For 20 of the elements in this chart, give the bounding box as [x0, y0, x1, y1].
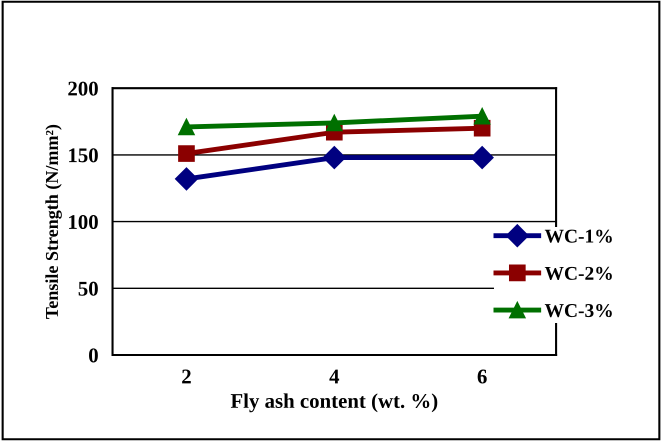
y-tick-label: 100 [69, 214, 98, 230]
legend-label: WC-2% [544, 266, 612, 280]
x-tick-label: 6 [478, 370, 487, 384]
y-tick-label: 50 [78, 282, 98, 296]
point [326, 114, 343, 132]
y-tick-label: 150 [69, 148, 98, 162]
legend-label: WC-1% [544, 230, 612, 243]
y-axis-title: Tensile Strength (N/mm²) [45, 124, 62, 319]
point [322, 146, 346, 170]
point [174, 167, 198, 190]
point [470, 146, 494, 170]
x-tick-label: 2 [182, 370, 191, 384]
legend-label: WC-3% [544, 304, 612, 318]
point [178, 145, 195, 162]
point [178, 118, 195, 136]
x-axis-title: Fly ash content (wt. %) [230, 393, 438, 412]
y-tick-label: 200 [68, 82, 98, 96]
point [474, 108, 490, 125]
y-tick-label: 0 [89, 348, 98, 362]
x-tick-label: 4 [329, 370, 340, 384]
